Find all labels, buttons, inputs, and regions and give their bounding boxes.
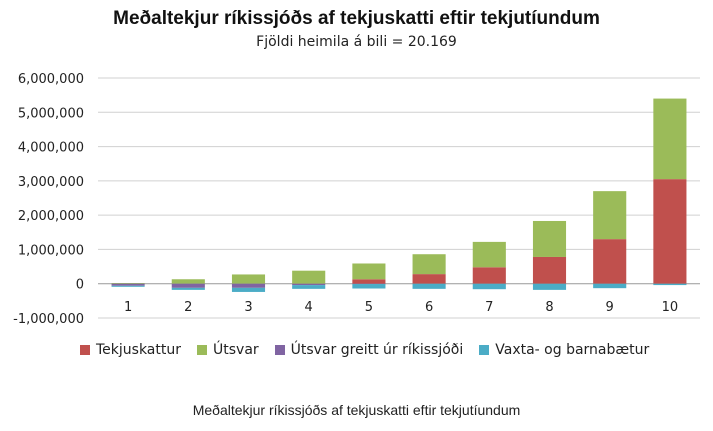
legend-label: Vaxta- og barnabætur [495, 342, 650, 358]
x-tick-label: 2 [184, 300, 192, 315]
legend-swatch-tekjuskattur [80, 345, 90, 355]
legend-swatch-utsvar-rikissjodi [274, 345, 285, 355]
bar-segment-1 [412, 274, 446, 284]
bar-segment-4 [532, 283, 567, 290]
x-tick-label: 7 [485, 300, 493, 315]
bar-segment-1 [593, 239, 627, 284]
bar-segment-4 [231, 287, 266, 292]
x-tick-label: 10 [662, 300, 679, 315]
y-tick-label: 1,000,000 [18, 243, 84, 258]
bar-segment-2 [231, 274, 266, 284]
y-tick-label: 4,000,000 [18, 141, 84, 156]
bar-segment-4 [111, 285, 145, 287]
bar-segment-2 [472, 241, 506, 268]
legend-label: Útsvar greitt úr ríkissjóði [290, 342, 464, 358]
chart-subtitle: Fjöldi heimila á bili = 20.169 [256, 34, 457, 50]
x-tick-label: 8 [545, 300, 553, 315]
bar-segment-2 [352, 263, 386, 280]
bar-segment-4 [171, 287, 205, 290]
legend: Tekjuskattur Útsvar Útsvar greitt úr rík… [80, 342, 649, 358]
bar-segment-4 [292, 285, 326, 289]
legend-item-tekjuskattur: Tekjuskattur [80, 342, 181, 358]
bar-segment-2 [412, 254, 446, 275]
legend-label: Tekjuskattur [96, 342, 181, 358]
x-tick-label: 5 [365, 300, 373, 315]
y-tick-label: -1,000,000 [13, 312, 84, 327]
bar-segment-3 [292, 283, 326, 286]
legend-item-utsvar: Útsvar [197, 342, 259, 358]
bar-segment-4 [472, 283, 506, 290]
bar-segment-1 [472, 267, 506, 284]
bar-segment-4 [412, 283, 446, 289]
x-tick-label: 1 [124, 300, 132, 315]
bar-segment-3 [171, 283, 205, 288]
chart-caption: Meðaltekjur ríkissjóðs af tekjuskatti ef… [192, 402, 521, 418]
y-tick-label: 5,000,000 [18, 106, 84, 121]
bar-segment-3 [231, 283, 266, 288]
legend-swatch-utsvar [197, 345, 207, 355]
y-tick-label: 6,000,000 [18, 72, 84, 87]
x-tick-label: 4 [305, 300, 313, 315]
bar-segment-1 [653, 179, 687, 284]
y-tick-label: 0 [76, 278, 84, 293]
bar-segment-2 [292, 270, 326, 284]
bar-segment-3 [111, 283, 145, 286]
y-tick-label: 3,000,000 [18, 175, 84, 190]
legend-item-utsvar-rikissjodi: Útsvar greitt úr ríkissjóði [274, 342, 464, 358]
x-tick-label: 9 [606, 300, 614, 315]
bar-segment-2 [532, 220, 567, 257]
chart-title: Meðaltekjur ríkissjóðs af tekjuskatti ef… [113, 8, 600, 29]
legend-swatch-vaxta-barnabaetur [479, 345, 490, 355]
bar-segment-2 [653, 98, 687, 180]
bar-segment-2 [593, 191, 627, 240]
y-tick-label: 2,000,000 [18, 209, 84, 224]
bar-segment-2 [171, 279, 205, 284]
legend-item-vaxta-barnabaetur: Vaxta- og barnabætur [479, 342, 649, 358]
bar-segment-4 [593, 283, 627, 289]
bar-segment-4 [352, 284, 386, 289]
x-tick-label: 3 [244, 300, 252, 315]
bar-segment-1 [352, 279, 386, 284]
bar-segment-2 [111, 283, 145, 284]
bar-segment-3 [352, 283, 386, 285]
bar-segment-4 [653, 283, 687, 286]
bar-segment-1 [532, 256, 567, 284]
legend-label: Útsvar [213, 342, 259, 358]
x-tick-label: 6 [425, 300, 433, 315]
